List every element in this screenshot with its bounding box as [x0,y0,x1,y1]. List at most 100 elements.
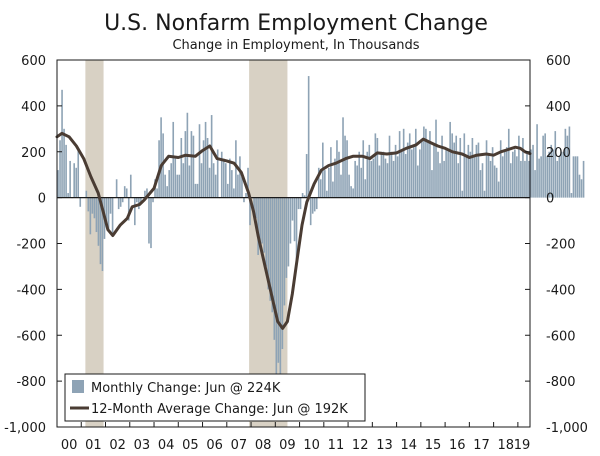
monthly-bar [550,144,553,198]
monthly-bar [574,156,577,198]
ytick-label-right: 0 [546,192,554,207]
monthly-bar [75,167,78,198]
xtick-label: 00 [61,438,78,453]
ytick-label-right: -200 [546,238,576,253]
monthly-bar [459,137,462,198]
monthly-bar [534,170,536,198]
monthly-bar [107,197,110,230]
monthly-bar [115,179,118,198]
monthly-bar [441,135,443,198]
monthly-bar [410,149,413,198]
monthly-bar [530,149,532,198]
monthly-bar [451,133,453,198]
monthly-bar [342,117,344,198]
monthly-bar [568,126,571,198]
monthly-bar [315,197,318,210]
monthly-bar [220,151,223,198]
monthly-bar [445,149,447,198]
monthly-bar [267,197,270,290]
xtick-label: 06 [206,438,223,453]
monthly-bar [489,160,492,198]
monthly-bar [87,197,90,212]
monthly-bar [59,140,61,198]
monthly-bar [332,181,334,198]
monthly-bar [419,149,421,198]
ytick-label-right: 400 [546,100,571,115]
xtick-label: 09 [279,438,296,453]
monthly-bar [233,188,235,198]
monthly-bar [73,163,75,198]
monthly-bar [463,133,466,198]
monthly-bar [526,154,528,198]
ytick-label-left: -600 [16,329,46,344]
monthly-bar [493,165,496,198]
monthly-bar [412,147,415,198]
monthly-bar [544,133,546,198]
monthly-bar [180,137,183,198]
ytick-label-left: -400 [16,283,46,298]
monthly-bar [578,174,581,198]
monthly-bar [95,197,98,233]
monthly-bar [338,151,340,198]
monthly-bar [491,147,494,198]
monthly-bar [263,197,265,253]
monthly-bar [453,142,456,198]
monthly-bar [146,188,148,198]
monthly-bar [402,128,405,198]
monthly-bar [465,156,468,198]
monthly-bar [546,156,548,198]
monthly-bar [431,170,433,198]
monthly-bar [172,121,175,198]
monthly-bar [299,197,302,210]
chart-title: U.S. Nonfarm Employment Change [104,11,488,36]
monthly-bar [398,131,401,198]
xtick-label: 12 [352,438,369,453]
monthly-bar [473,156,476,198]
monthly-bar [570,193,573,198]
legend: Monthly Change: Jun @ 224K 12-Month Aver… [64,373,366,422]
monthly-bar [414,128,417,198]
monthly-bar [479,170,482,198]
monthly-bar [388,135,391,198]
monthly-bar [176,174,179,198]
monthly-bar [457,163,460,198]
xtick-label: 07 [231,438,248,453]
recession-band-0 [85,60,104,427]
monthly-bar [400,151,403,198]
monthly-bar [368,144,371,198]
monthly-bar [182,163,185,198]
monthly-bar [514,149,516,198]
monthly-bar [97,197,100,246]
monthly-bar [443,160,445,198]
monthly-bar [295,197,298,260]
monthly-bar [123,186,126,198]
monthly-bar [317,167,320,198]
xtick-label: 04 [158,438,175,453]
monthly-bar [208,167,211,198]
monthly-bar [469,151,472,198]
monthly-bar [269,197,272,301]
monthly-bar [301,193,304,198]
monthly-bar [257,197,259,255]
monthly-bar [226,183,229,198]
monthly-bar [214,174,217,198]
monthly-bar [435,119,437,198]
monthly-bar [548,151,551,198]
monthly-bar [140,197,142,205]
monthly-bar [69,160,71,198]
monthly-bar [313,197,316,212]
monthly-bar [287,197,290,267]
monthly-bar [406,142,409,198]
monthly-bar [297,197,300,210]
monthly-bar [243,197,245,203]
monthly-bar [129,174,132,198]
ytick-label-right: -800 [546,375,576,390]
monthly-bar [67,193,69,198]
monthly-bar [340,174,342,198]
xtick-label: 18 [497,438,514,453]
monthly-bar [449,121,451,198]
monthly-bar [206,137,209,198]
monthly-bar [396,156,399,198]
monthly-bar [461,190,464,198]
